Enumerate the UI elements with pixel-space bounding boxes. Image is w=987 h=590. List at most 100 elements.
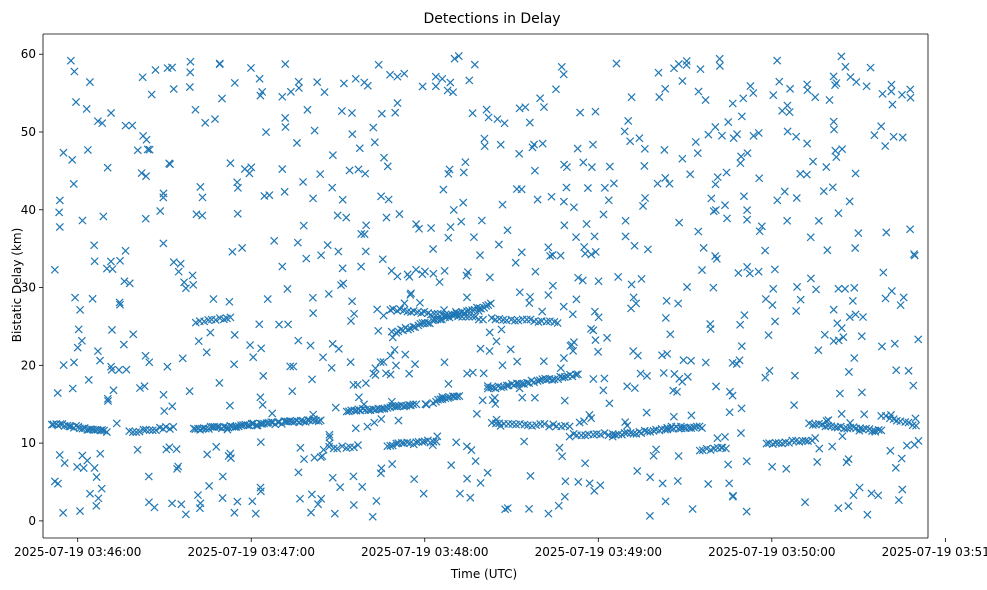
detection-marker — [378, 255, 387, 264]
detection-marker — [320, 88, 329, 97]
detection-marker — [536, 94, 545, 103]
detection-marker — [258, 400, 267, 409]
detection-marker — [196, 182, 205, 191]
detection-marker — [587, 250, 596, 259]
detection-marker — [355, 144, 364, 153]
detection-marker — [709, 207, 718, 216]
detection-marker — [294, 468, 303, 477]
detection-marker — [739, 94, 748, 103]
detection-marker — [419, 489, 428, 498]
x-tick-label: 2025-07-19 03:51:00 — [882, 545, 987, 559]
detection-marker — [132, 428, 141, 437]
detection-marker — [815, 444, 824, 453]
detection-marker — [90, 257, 99, 266]
detection-marker — [523, 378, 532, 387]
detection-marker — [740, 311, 749, 320]
detection-marker — [289, 362, 298, 371]
detection-marker — [394, 416, 403, 425]
detection-marker — [372, 496, 381, 506]
detection-marker — [115, 300, 125, 309]
detection-marker — [814, 216, 823, 225]
detection-marker — [386, 306, 395, 315]
detection-marker — [887, 87, 896, 96]
detection-marker — [658, 479, 667, 488]
detection-marker — [679, 356, 688, 365]
detection-marker — [721, 444, 731, 453]
detection-marker — [226, 449, 235, 458]
detection-marker — [725, 387, 734, 396]
detection-marker — [887, 80, 896, 89]
detection-marker — [697, 423, 706, 432]
detection-marker — [446, 223, 455, 232]
detection-marker — [392, 328, 401, 337]
detection-marker — [342, 213, 351, 222]
detection-marker — [349, 472, 358, 481]
detection-marker — [370, 418, 379, 427]
detection-marker — [629, 293, 638, 302]
detection-marker — [333, 211, 342, 220]
detection-marker — [259, 371, 268, 380]
detection-marker — [177, 500, 186, 509]
detection-marker — [59, 508, 68, 517]
detection-marker — [863, 510, 872, 519]
detection-marker — [707, 194, 716, 203]
detection-marker — [198, 193, 207, 202]
detection-marker — [611, 430, 620, 439]
detection-marker — [545, 422, 554, 431]
detection-marker — [782, 464, 791, 473]
detection-marker — [868, 427, 877, 436]
detection-marker — [273, 418, 282, 427]
detection-marker — [892, 366, 901, 375]
detection-marker — [327, 363, 336, 372]
detection-marker — [59, 148, 68, 157]
detection-marker — [430, 309, 439, 318]
detection-marker — [168, 402, 177, 411]
detection-marker — [225, 297, 234, 306]
detection-marker — [328, 151, 337, 160]
detection-marker — [296, 416, 305, 425]
detection-marker — [218, 472, 227, 481]
detection-marker — [701, 96, 710, 105]
detection-marker — [88, 294, 97, 303]
detection-marker — [620, 127, 629, 136]
detection-marker — [558, 452, 567, 461]
detection-marker — [675, 218, 684, 227]
detection-marker — [159, 189, 168, 198]
detection-marker — [583, 184, 592, 193]
detection-marker — [476, 478, 485, 487]
detection-marker — [843, 424, 852, 433]
detection-marker — [890, 339, 899, 348]
detection-marker — [93, 117, 102, 126]
detection-marker — [669, 386, 678, 395]
detection-marker — [830, 125, 839, 134]
detection-marker — [60, 459, 69, 468]
detection-marker — [579, 417, 589, 426]
detection-marker — [358, 482, 367, 491]
detection-marker — [569, 203, 578, 212]
detection-marker — [351, 74, 360, 83]
detection-marker — [256, 487, 265, 496]
detection-marker — [76, 507, 85, 516]
detection-marker — [860, 410, 869, 419]
detection-marker — [329, 444, 338, 453]
detection-marker — [605, 399, 614, 408]
detection-marker — [181, 510, 190, 519]
detection-marker — [392, 402, 401, 411]
detection-marker — [544, 243, 553, 252]
detection-marker — [761, 373, 770, 382]
detection-marker — [517, 185, 526, 194]
detection-marker — [546, 251, 555, 261]
detection-marker — [166, 160, 175, 169]
detection-marker — [828, 442, 837, 451]
detection-marker — [457, 217, 466, 226]
detection-marker — [141, 214, 150, 223]
detection-marker — [706, 324, 715, 334]
detection-marker — [600, 428, 609, 437]
detection-marker — [659, 368, 668, 377]
detection-marker — [201, 118, 210, 127]
detection-marker — [670, 369, 679, 378]
detection-marker — [734, 268, 743, 278]
detection-marker — [431, 72, 440, 81]
detection-marker — [446, 78, 455, 87]
detection-marker — [370, 138, 379, 147]
